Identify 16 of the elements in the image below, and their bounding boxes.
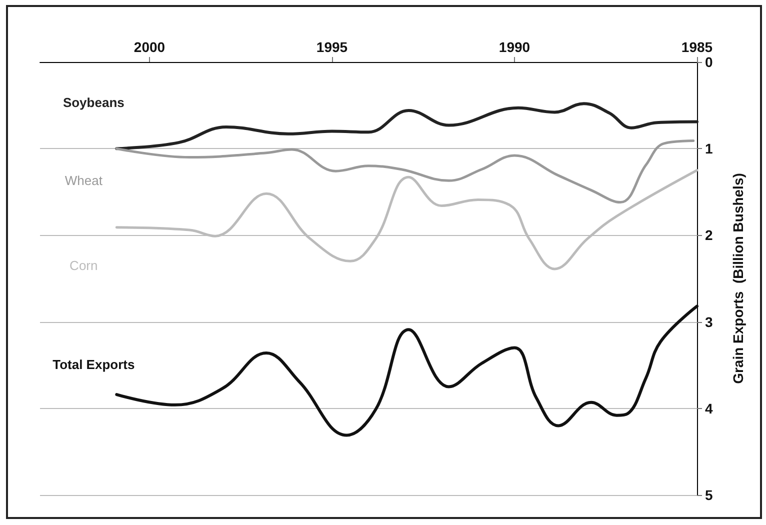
- y-tick-label: 0: [705, 54, 713, 70]
- y-tick-label: 3: [705, 314, 713, 330]
- x-tick-label: 1990: [498, 39, 530, 55]
- text: Total Exports: [52, 357, 135, 372]
- x-tick-label: 1995: [316, 39, 348, 55]
- text: Soybeans: [62, 95, 124, 110]
- y-tick-label: 4: [705, 400, 713, 416]
- line-series: [115, 140, 695, 204]
- y-tick-label: 1: [705, 140, 713, 157]
- y-tick-label: 2: [705, 227, 713, 244]
- y-axis-title: Grain Exports (Billion Bushels): [730, 173, 746, 384]
- text: Corn: [70, 258, 98, 273]
- text: Wheat: [64, 173, 103, 188]
- x-tick-label: 1985: [681, 39, 713, 55]
- x-tick-label: 2000: [134, 39, 166, 55]
- y-tick-label: 5: [705, 487, 713, 503]
